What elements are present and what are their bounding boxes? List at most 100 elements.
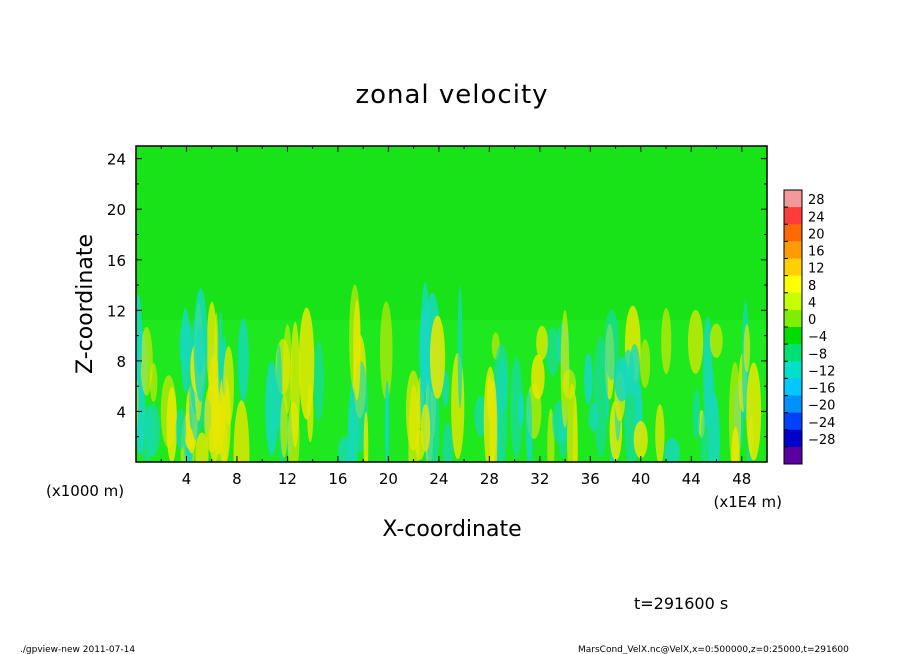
colorbar-segment [784,378,802,396]
colorbar-segment [784,190,802,208]
colorbar-segment [784,446,802,465]
field-streak [743,324,751,373]
field-streak [307,384,314,443]
colorbar-segment [784,275,802,294]
field-streak [280,394,288,458]
field-streak [687,309,704,374]
colorbar: 28 24 20 16 12 8 4 0 −4 −8 −12 −16 −20 −24 −28 [783,189,835,465]
y-tick-label: 4 [116,403,126,421]
field-streak [140,326,153,396]
colorbar-label: −12 [808,364,835,379]
y-tick-label: 20 [107,201,126,219]
field-streak [517,392,525,427]
colorbar-label: −20 [808,399,835,414]
heatmap-field [136,146,767,462]
field-streak [560,309,570,428]
field-streak [379,301,393,400]
field-streak [661,308,672,375]
field-streak [233,400,250,462]
field-streak [166,387,178,462]
upper-layer-band [136,146,767,320]
field-streak [175,408,187,450]
colorbar-segment [784,207,802,225]
y-axis-label: Z-coordinate [73,234,98,374]
field-streak [692,389,701,440]
x-unit-label: (x1E4 m) [713,493,782,511]
colorbar-label: −24 [808,416,835,431]
colorbar-segment [784,344,802,362]
field-streak [195,432,209,462]
colorbar-label: 28 [808,193,825,208]
field-streak [282,324,292,414]
field-streak [408,384,420,462]
field-streak [136,294,143,383]
chart-title: zonal velocity [355,80,548,110]
x-axis-ticks: 4 8 12 16 20 24 28 32 36 40 44 48 [160,146,751,488]
field-streak [451,352,465,460]
colorbar-label: −16 [808,382,835,397]
field-streak [384,380,390,462]
x-tick-label: 24 [429,470,448,488]
x-tick-label: 48 [732,470,751,488]
field-streak [731,426,740,462]
field-streak [265,361,279,456]
colorbar-segment [784,412,802,431]
footer-left: ./gpview-new 2011-07-14 [20,645,135,654]
field-streak [545,327,560,376]
y-tick-label: 12 [107,302,126,320]
field-streak [746,362,762,461]
field-streak [525,389,532,461]
field-streak [584,352,593,406]
colorbar-segment [784,224,802,242]
colorbar-label: 12 [808,262,825,277]
field-streak [313,341,324,422]
colorbar-segment [784,258,802,277]
colorbar-segment [784,241,802,259]
field-streak [572,395,578,462]
footer-right: MarsCond_VelX.nc@VelX,x=0:500000,z=0:250… [578,645,849,654]
colorbar-label: 20 [808,227,825,242]
field-streak [149,362,158,403]
colorbar-segment [784,361,802,379]
field-streak [531,354,545,400]
field-streak [633,420,648,459]
colorbar-label: −8 [808,347,827,362]
field-streak [614,357,630,402]
y-axis-ticks: 4 8 12 16 20 24 [107,151,767,438]
colorbar-segment [784,395,802,414]
colorbar-label: −4 [808,330,827,345]
x-tick-label: 4 [182,470,192,488]
field-streak [655,404,665,462]
y-tick-label: 8 [116,353,126,371]
y-unit-label: (x1000 m) [46,482,124,500]
field-streak [442,422,453,462]
colorbar-label: 8 [808,279,816,294]
field-streak [223,346,234,426]
colorbar-segment [784,292,802,311]
x-tick-label: 16 [328,470,347,488]
colorbar-label: −28 [808,433,835,448]
colorbar-label: 16 [808,245,825,260]
x-tick-label: 20 [379,470,398,488]
field-streak [237,318,249,402]
field-streak [276,344,282,432]
field-streak [347,395,354,462]
x-tick-label: 12 [278,470,297,488]
x-tick-label: 44 [682,470,701,488]
field-streak [707,393,720,462]
time-label: t=291600 s [634,594,728,613]
x-tick-label: 36 [581,470,600,488]
colorbar-label: 0 [808,313,816,328]
x-tick-label: 32 [530,470,549,488]
field-streak [290,321,300,448]
field-streak [496,358,508,462]
field-streak [457,285,463,409]
field-streak [664,437,680,462]
x-tick-label: 40 [631,470,650,488]
field-streak [420,403,431,453]
field-streak [639,339,651,388]
field-streak [489,378,498,462]
field-streak [423,298,429,391]
colorbar-segment [784,429,802,448]
